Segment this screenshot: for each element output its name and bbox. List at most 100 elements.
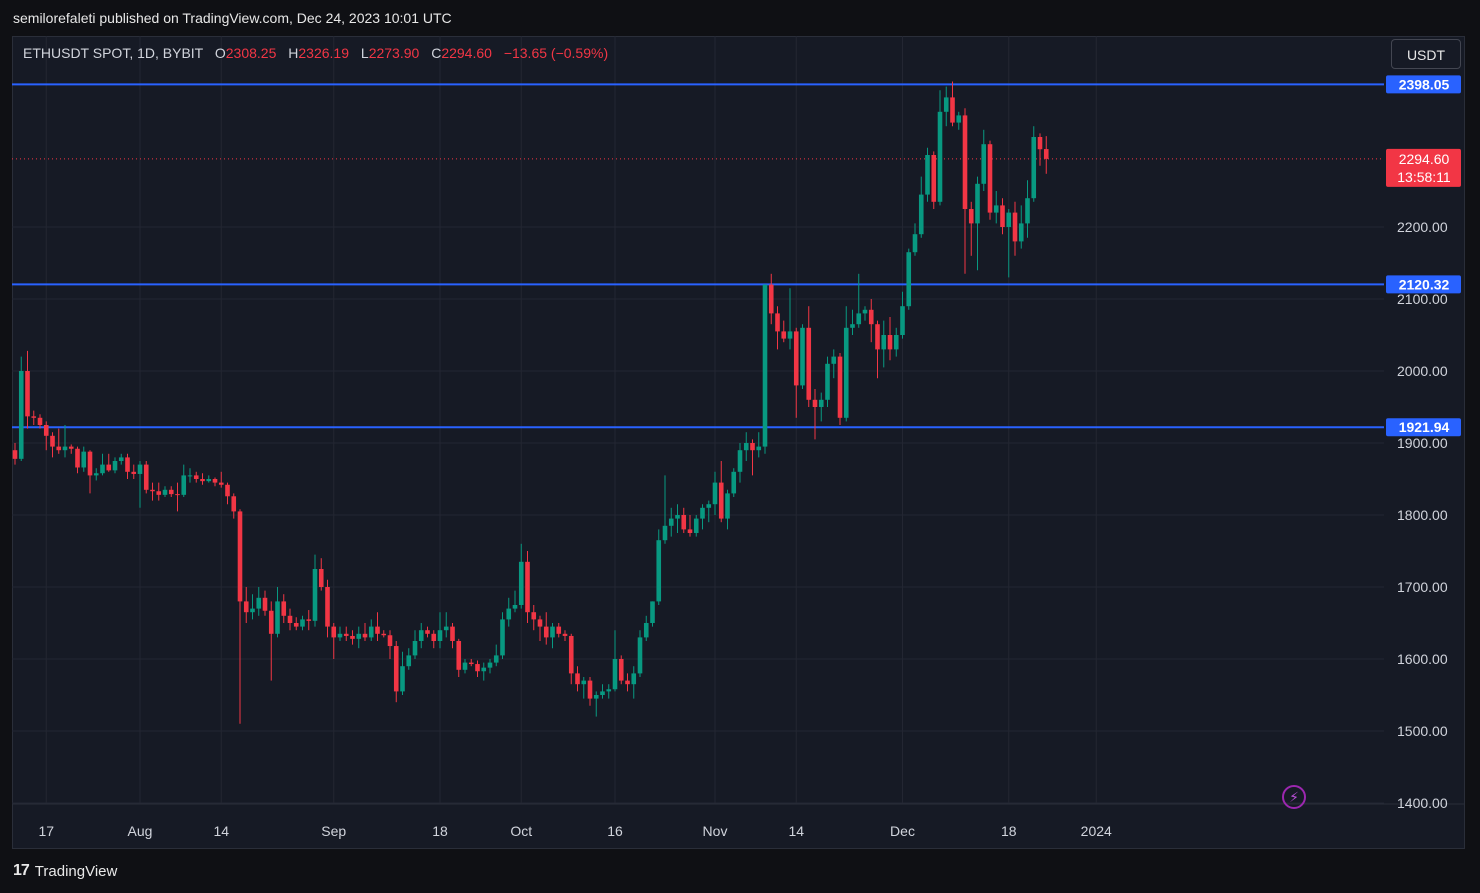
symbol-legend[interactable]: ETHUSDT SPOT, 1D, BYBIT O2308.25 H2326.1… bbox=[23, 45, 608, 61]
candle-body bbox=[700, 507, 705, 519]
candle-body bbox=[262, 597, 268, 611]
candle-body bbox=[968, 209, 974, 224]
candle-body bbox=[25, 371, 30, 417]
candle-body bbox=[837, 356, 843, 418]
candle-body bbox=[750, 443, 755, 451]
candle-body bbox=[1018, 223, 1024, 242]
candle-body bbox=[137, 464, 143, 474]
candle-body bbox=[618, 659, 624, 681]
candle-body bbox=[631, 673, 637, 685]
candle-body bbox=[500, 619, 505, 656]
level-price-label: 2120.32 bbox=[1399, 276, 1450, 292]
candle-body bbox=[518, 561, 524, 605]
candle-body bbox=[768, 284, 774, 314]
candle-body bbox=[268, 610, 274, 634]
price-tick-label: 1500.00 bbox=[1397, 723, 1448, 739]
candle-body bbox=[762, 284, 768, 447]
candle-body bbox=[775, 313, 780, 332]
candle-body bbox=[275, 601, 280, 634]
candle-body bbox=[737, 450, 743, 472]
candle-body bbox=[1006, 212, 1012, 227]
candle-body bbox=[93, 473, 99, 476]
candle-body bbox=[637, 637, 643, 674]
candle-body bbox=[831, 356, 837, 364]
low-value: 2273.90 bbox=[368, 45, 420, 61]
candle-body bbox=[887, 335, 893, 350]
candle-body bbox=[993, 205, 999, 213]
candle-body bbox=[712, 482, 718, 505]
candle-body bbox=[375, 626, 380, 634]
horizontal-levels[interactable] bbox=[12, 83, 1384, 429]
candle-body bbox=[81, 451, 87, 468]
candle-body bbox=[550, 626, 555, 638]
candle-body bbox=[931, 155, 937, 202]
time-tick-label: Sep bbox=[321, 823, 346, 839]
candle-body bbox=[756, 446, 762, 451]
candle-body bbox=[256, 597, 262, 609]
candle-body bbox=[693, 518, 699, 533]
candle-body bbox=[306, 619, 312, 621]
candle-body bbox=[150, 489, 155, 492]
candle-body bbox=[1031, 137, 1037, 199]
level-price-badge[interactable] bbox=[1386, 275, 1461, 294]
lightning-icon[interactable]: ⚡ bbox=[1282, 785, 1306, 809]
candle-body bbox=[437, 630, 443, 641]
candle-body bbox=[606, 689, 612, 692]
candle-body bbox=[243, 601, 249, 613]
price-axis[interactable]: 1400.00 1500.00 1600.00 1700.00 1800.00 1900.… bbox=[1386, 75, 1461, 811]
candle-body bbox=[156, 491, 162, 495]
candle-body bbox=[456, 641, 462, 670]
close-value: 2294.60 bbox=[441, 45, 492, 61]
candle-body bbox=[350, 635, 355, 639]
candle-body bbox=[581, 680, 587, 685]
candle-body bbox=[962, 115, 968, 209]
candle-body bbox=[468, 662, 474, 665]
candle-body bbox=[850, 324, 855, 328]
candle-body bbox=[593, 695, 599, 699]
candle-body bbox=[662, 525, 668, 541]
candle-body bbox=[918, 194, 924, 235]
price-tick-label: 2100.00 bbox=[1397, 291, 1448, 307]
candle-body bbox=[612, 659, 618, 690]
candle-body bbox=[231, 496, 237, 512]
candle-body bbox=[806, 327, 812, 400]
candle-body bbox=[643, 623, 649, 638]
candles bbox=[12, 81, 1049, 724]
candle-body bbox=[112, 461, 118, 471]
currency-button[interactable]: USDT bbox=[1391, 39, 1461, 69]
candle-body bbox=[893, 335, 899, 350]
candle-body bbox=[281, 601, 287, 616]
level-price-label: 1921.94 bbox=[1399, 419, 1450, 435]
candle-body bbox=[312, 569, 318, 621]
level-price-badge[interactable] bbox=[1386, 75, 1461, 94]
candle-body bbox=[87, 451, 93, 476]
price-chart[interactable]: 1400.00 1500.00 1600.00 1700.00 1800.00 1900.… bbox=[12, 36, 1465, 849]
candle-body bbox=[575, 673, 580, 685]
candle-body bbox=[681, 515, 687, 530]
candle-body bbox=[843, 327, 849, 418]
candle-body bbox=[12, 450, 18, 459]
candle-body bbox=[181, 475, 187, 495]
tradingview-brand: TradingView bbox=[34, 862, 118, 880]
candle-body bbox=[431, 633, 437, 641]
candle-body bbox=[531, 612, 537, 620]
candle-body bbox=[981, 144, 987, 184]
candle-body bbox=[950, 97, 955, 123]
candle-body bbox=[325, 587, 330, 627]
time-tick-label: Oct bbox=[510, 823, 532, 839]
candle-body bbox=[656, 540, 662, 602]
time-axis[interactable]: 17 Aug 14 Sep 18 Oct 16 Nov 14 Dec 18 2024 bbox=[38, 823, 1112, 839]
candle-body bbox=[443, 626, 449, 631]
candle-body bbox=[393, 646, 399, 692]
candle-body bbox=[331, 626, 337, 638]
time-tick-label: 14 bbox=[213, 823, 229, 839]
candle-body bbox=[50, 435, 55, 447]
candle-body bbox=[987, 144, 993, 213]
candle-body bbox=[356, 633, 362, 639]
candle-body bbox=[793, 331, 799, 386]
candle-body bbox=[731, 471, 737, 494]
grid bbox=[12, 36, 1465, 805]
candle-body bbox=[1012, 212, 1018, 242]
level-price-badge[interactable] bbox=[1386, 418, 1461, 437]
candle-body bbox=[450, 626, 455, 641]
